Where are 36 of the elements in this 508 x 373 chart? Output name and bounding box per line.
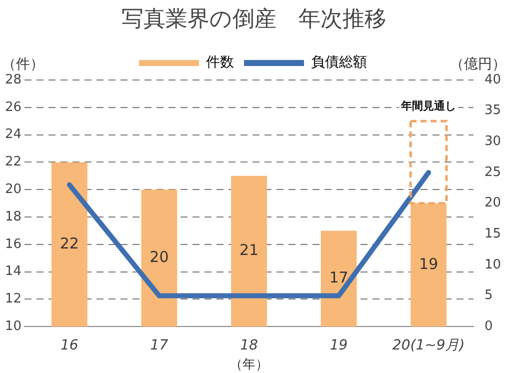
y2-tick-label: 25 (484, 164, 502, 180)
data-label: 17 (329, 268, 348, 287)
y-tick-label: 14 (4, 264, 22, 280)
data-label: 19 (419, 254, 438, 273)
y-tick-label: 28 (4, 72, 22, 88)
y2-tick-label: 35 (484, 103, 502, 118)
y2-axis-title: （億円） (450, 56, 506, 73)
annotation: 年間見通し (400, 99, 456, 112)
y2-tick-label: 15 (484, 226, 502, 242)
y-tick-label: 18 (4, 209, 22, 224)
y-tick-label: 20 (4, 182, 22, 197)
data-label: 21 (239, 241, 259, 260)
y2-tick-label: 20 (484, 196, 502, 211)
y-tick-label: 10 (4, 318, 22, 334)
y-tick-label: 22 (4, 154, 22, 170)
y-tick-label: 24 (4, 127, 22, 142)
y2-tick-label: 5 (484, 288, 493, 304)
chart-title: 写真業界の倒産 年次推移 (120, 6, 388, 34)
x-tick-label: 19 (330, 338, 348, 354)
y-tick-label: 16 (4, 236, 22, 252)
x-tick-label: 17 (150, 338, 168, 354)
data-label: 22 (60, 234, 79, 252)
y-tick-label: 26 (4, 100, 22, 115)
y2-tick-label: 10 (484, 257, 502, 272)
y2-tick-label: 30 (484, 134, 502, 150)
x-axis-title: （年） (230, 358, 268, 373)
x-tick-label: 18 (240, 338, 258, 354)
legend-label: 負債総額 (311, 54, 367, 71)
legend-label: 件数 (206, 54, 234, 71)
y-tick-label: 12 (4, 292, 22, 307)
y2-tick-label: 40 (484, 72, 502, 88)
x-tick-label: 20(1~9月) (392, 338, 465, 354)
x-tick-label: 16 (60, 338, 78, 354)
y2-tick-label: 0 (484, 318, 493, 334)
data-label: 20 (150, 248, 169, 266)
y-axis-title: （件） (2, 56, 44, 73)
